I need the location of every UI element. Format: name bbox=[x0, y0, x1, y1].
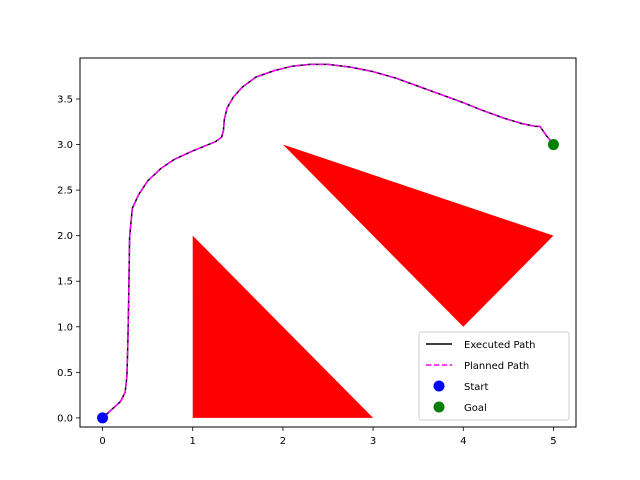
x-tick-label: 2 bbox=[280, 436, 286, 447]
plot-area bbox=[97, 63, 559, 424]
legend-swatch-start bbox=[433, 380, 445, 392]
y-tick-label: 2.0 bbox=[57, 231, 73, 242]
legend-label-executed-path: Executed Path bbox=[464, 340, 535, 351]
y-tick-label: 3.5 bbox=[57, 95, 73, 106]
legend-label-start: Start bbox=[464, 382, 489, 393]
legend-box bbox=[418, 331, 570, 421]
x-tick-label: 0 bbox=[99, 436, 105, 447]
obstacle-2 bbox=[282, 144, 554, 327]
start-marker bbox=[97, 412, 109, 424]
legend-label-goal: Goal bbox=[464, 403, 487, 414]
planned-path-line bbox=[102, 63, 555, 419]
axes-frame bbox=[79, 57, 577, 428]
axes-ticks: 0 1 2 3 4 5 0.0 0.5 1.0 1.5 2.0 2.5 3.0 3.5 bbox=[57, 95, 557, 448]
legend-swatch-goal bbox=[433, 401, 445, 413]
y-tick-label: 1.5 bbox=[57, 277, 73, 288]
x-tick-label: 3 bbox=[370, 436, 376, 447]
x-tick-label: 1 bbox=[190, 436, 196, 447]
goal-marker bbox=[547, 139, 559, 151]
obstacle-1 bbox=[192, 235, 374, 418]
y-tick-label: 2.5 bbox=[57, 186, 73, 197]
y-tick-label: 1.0 bbox=[57, 322, 73, 333]
x-tick-label: 4 bbox=[460, 436, 466, 447]
y-tick-label: 3.0 bbox=[57, 140, 73, 151]
legend-label-planned-path: Planned Path bbox=[464, 361, 529, 372]
legend: Executed Path Planned Path Start Goal bbox=[418, 331, 570, 421]
y-tick-label: 0.5 bbox=[57, 368, 73, 379]
x-tick-label: 5 bbox=[550, 436, 556, 447]
y-tick-label: 0.0 bbox=[57, 413, 73, 424]
